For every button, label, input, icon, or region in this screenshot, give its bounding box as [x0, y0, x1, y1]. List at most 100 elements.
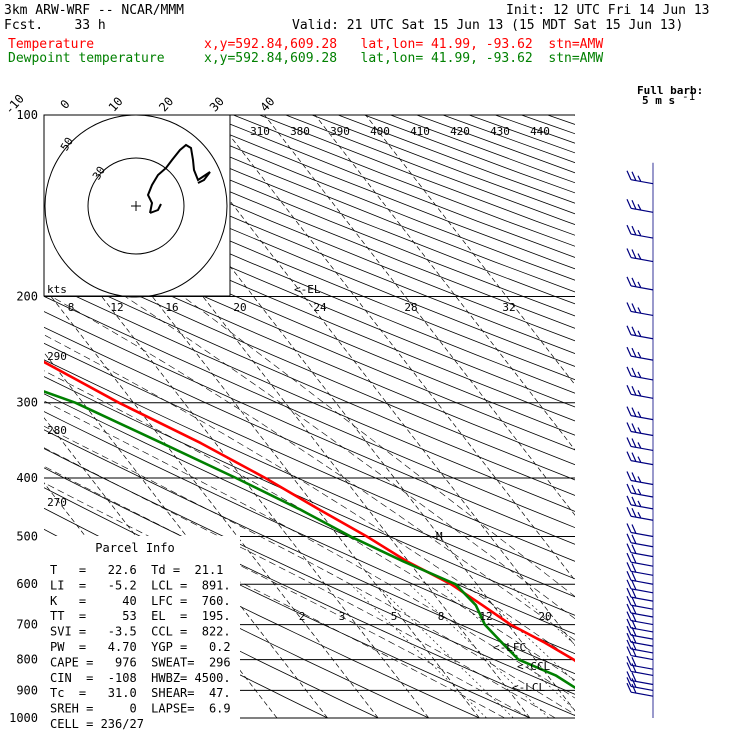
- wind-barb-shape: [626, 543, 654, 558]
- wind-barb: [626, 603, 654, 618]
- wind-barb-shape: [626, 570, 654, 585]
- wind-barb-shape: [626, 618, 654, 633]
- wind-barb-shape: [626, 662, 654, 677]
- wind-barb: [626, 639, 654, 654]
- wind-barb-shape: [626, 302, 654, 317]
- dry-adiabat-line: [44, 326, 575, 562]
- moist-adiabat-line: [51, 296, 575, 641]
- wind-barb-shape: [626, 199, 654, 213]
- wind-barb: [626, 437, 654, 452]
- hodograph-speed-label: 28: [404, 301, 417, 314]
- parcel-info-row: CELL = 236/27: [50, 717, 144, 731]
- theta-label: 420: [450, 125, 470, 138]
- hodograph-speed-label: 32: [502, 301, 515, 314]
- dry-adiabat-line: [259, 115, 575, 236]
- wind-barb-shape: [626, 639, 654, 654]
- parcel-info-row: T = 22.6 Td = 21.1: [50, 563, 223, 577]
- wind-barb: [626, 276, 654, 291]
- isotherm-line: [162, 115, 575, 647]
- dry-adiabat-line: [207, 115, 575, 258]
- wind-barb: [626, 632, 654, 647]
- hodograph-speed-label: 20: [233, 301, 246, 314]
- dry-adiabat-line: [626, 115, 740, 718]
- pressure-label: 400: [16, 471, 38, 485]
- dry-adiabat-line: [44, 342, 575, 580]
- dry-adiabat-line: [44, 171, 575, 394]
- wind-barb-shape: [626, 437, 654, 452]
- temperature-legend: Temperature: [8, 37, 95, 52]
- parcel-info-row: CIN = -108 HWBZ= 4500.: [50, 671, 231, 685]
- wind-barb: [626, 562, 654, 576]
- dry-adiabat-line: [44, 429, 575, 675]
- wind-barb: [626, 655, 654, 670]
- dry-adiabat-line: [44, 573, 328, 718]
- isotherm-line: [365, 115, 575, 386]
- wind-barb-shape: [626, 671, 654, 686]
- wind-barb: [626, 579, 654, 594]
- dry-adiabat-line: [44, 147, 575, 367]
- mixing-ratio-label: 8: [438, 610, 445, 623]
- wind-barb: [626, 224, 654, 239]
- temperature-axis-label: 30: [207, 94, 227, 114]
- wind-barb: [626, 523, 654, 538]
- wind-barb: [626, 406, 654, 421]
- wind-barb: [626, 471, 654, 486]
- dry-adiabat-line: [390, 115, 575, 184]
- theta-label: 310: [250, 125, 270, 138]
- wind-barb: [626, 325, 654, 340]
- barb-legend-value: 5 m s: [642, 94, 675, 107]
- model-title: 3km ARW-WRF -- NCAR/MMM: [4, 3, 185, 18]
- dry-adiabat-line: [44, 224, 575, 451]
- lfc-marker: <-LFC: [493, 641, 526, 654]
- parcel-info-row: CAPE = 976 SWEAT= 296: [50, 655, 231, 669]
- init-time: Init: 12 UTC Fri 14 Jun 13: [506, 3, 710, 18]
- dry-adiabat-line: [600, 115, 740, 718]
- wind-barb: [626, 625, 654, 640]
- hodograph-speed-label: 24: [313, 301, 327, 314]
- mixing-ratio-label: 3: [339, 610, 346, 623]
- parcel-info: Parcel Info T = 22.6 Td = 21.1LI = -5.2 L…: [50, 541, 231, 731]
- wind-barb: [626, 248, 654, 263]
- parcel-info-row: K = 40 LFC = 760.: [50, 594, 231, 608]
- wind-barb-shape: [626, 248, 654, 263]
- pressure-label: 100: [16, 108, 38, 122]
- wind-barb-shape: [626, 625, 654, 640]
- dry-adiabat-line: [44, 359, 575, 598]
- hodograph-trace: [149, 203, 162, 214]
- wind-barb: [626, 483, 654, 498]
- wind-barb-shape: [626, 346, 654, 361]
- pressure-label: 1000: [9, 711, 38, 725]
- wind-barb-shape: [626, 422, 654, 437]
- hodograph-mean-marker: M: [436, 530, 443, 543]
- wind-barb-shape: [626, 677, 654, 691]
- theta-e-label: 290: [47, 350, 67, 363]
- wind-barb: [626, 170, 654, 185]
- wind-barb: [626, 346, 654, 361]
- dry-adiabat-line: [338, 115, 575, 204]
- dry-adiabat-line: [468, 115, 575, 154]
- moist-adiabat-line: [44, 465, 531, 718]
- wind-barb-shape: [626, 406, 654, 421]
- theta-label: 430: [490, 125, 510, 138]
- temperature-trace: [44, 360, 575, 663]
- wind-barb-shape: [626, 646, 654, 661]
- dry-adiabat-line: [44, 197, 575, 422]
- dry-adiabat-line: [44, 159, 575, 381]
- sounding-traces: [44, 360, 575, 690]
- theta-label: 440: [530, 125, 550, 138]
- mixing-ratio-label: 20: [538, 610, 551, 623]
- wind-barb-shape: [626, 451, 654, 466]
- dry-adiabat-line: [44, 448, 575, 695]
- dry-adiabat-line: [44, 280, 575, 512]
- ccl-marker: <-CCL: [517, 660, 550, 673]
- temperature-axis-label: 10: [106, 94, 126, 114]
- theta-e-label: 270: [47, 496, 67, 509]
- theta-e-label: 280: [47, 424, 67, 437]
- dry-adiabat-line: [44, 266, 575, 496]
- wind-barb: [626, 552, 654, 567]
- wind-barb: [626, 662, 654, 677]
- pressure-label: 700: [16, 618, 38, 632]
- dry-adiabat-line: [180, 115, 575, 270]
- wind-barb: [626, 618, 654, 633]
